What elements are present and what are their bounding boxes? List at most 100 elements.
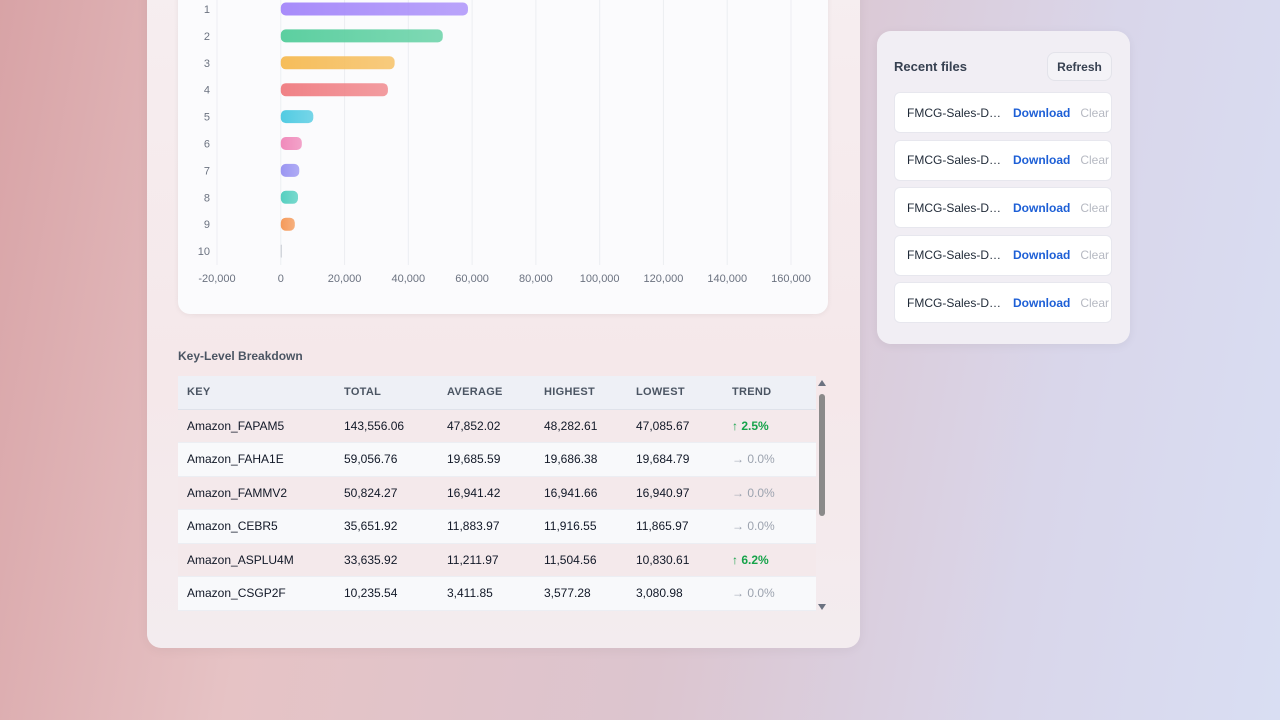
- clear-link[interactable]: Clear: [1080, 200, 1110, 215]
- clear-link[interactable]: Clear: [1080, 153, 1110, 168]
- cell-trend: → 0.0%: [723, 442, 816, 477]
- cell-average: 3,411.85: [438, 576, 535, 611]
- bar[interactable]: [280, 2, 468, 16]
- cell-trend: → 0.0%: [723, 576, 816, 611]
- cell-trend: ↑ 6.2%: [723, 543, 816, 577]
- file-item: FMCG-Sales-Dat... Download Clear: [894, 92, 1112, 133]
- bar[interactable]: [280, 29, 443, 43]
- bar[interactable]: [280, 137, 302, 150]
- x-tick-label: 100,000: [580, 273, 620, 285]
- clear-link[interactable]: Clear: [1080, 295, 1110, 310]
- cell-average: 47,852.02: [438, 409, 535, 443]
- cell-average: 16,941.42: [438, 476, 535, 510]
- clear-link[interactable]: Clear: [1080, 105, 1110, 120]
- download-link[interactable]: Download: [1013, 105, 1071, 120]
- cell-highest: 11,916.55: [535, 509, 627, 544]
- bar[interactable]: [280, 56, 395, 70]
- cell-trend: → 0.0%: [723, 509, 816, 544]
- column-header-trend[interactable]: TREND: [723, 376, 816, 410]
- bar[interactable]: [280, 83, 388, 97]
- cell-lowest: 10,830.61: [627, 543, 723, 577]
- bar[interactable]: [280, 110, 314, 124]
- cell-lowest: 19,684.79: [627, 442, 723, 477]
- cell-key: Amazon_FAMMV2: [178, 476, 335, 510]
- scroll-thumb[interactable]: [819, 394, 825, 516]
- cell-highest: 19,686.38: [535, 442, 627, 477]
- y-tick-label: 4: [204, 85, 210, 97]
- y-tick-label: 8: [204, 192, 210, 204]
- bar-chart-card: -20,000 0 20,000 40,000 60,000 80,000 100,000 1…: [178, 0, 828, 314]
- y-tick-label: 1: [204, 4, 210, 16]
- table-row[interactable]: Amazon_CEBR5 35,651.92 11,883.97 11,916.55 1…: [178, 509, 816, 544]
- table-scrollbar[interactable]: [816, 376, 828, 614]
- bar[interactable]: [280, 163, 300, 177]
- file-item: FMCG-Sales-Dat... Download Clear: [894, 234, 1112, 276]
- column-header-lowest[interactable]: LOWEST: [627, 376, 723, 410]
- x-tick-label: 80,000: [519, 273, 553, 285]
- clear-link[interactable]: Clear: [1080, 248, 1110, 263]
- cell-lowest: 47,085.67: [627, 409, 723, 443]
- file-name: FMCG-Sales-Dat...: [907, 200, 1005, 215]
- cell-lowest: 16,940.97: [627, 476, 723, 510]
- file-item: FMCG-Sales-Dat... Download Clear: [894, 187, 1112, 229]
- bar[interactable]: [280, 190, 298, 204]
- table-row[interactable]: Amazon_ASPLU4M 33,635.92 11,211.97 11,504.5…: [178, 543, 816, 577]
- x-tick-label: 120,000: [644, 273, 684, 285]
- file-item: FMCG-Sales-Dat... Download Clear: [894, 139, 1112, 181]
- x-tick-label: -20,000: [198, 273, 235, 285]
- cell-highest: 3,577.28: [535, 576, 627, 611]
- cell-total: 143,556.06: [335, 409, 438, 443]
- cell-total: 59,056.76: [335, 442, 438, 477]
- cell-highest: 16,941.66: [535, 476, 627, 510]
- column-header-key[interactable]: KEY: [178, 376, 335, 410]
- download-link[interactable]: Download: [1013, 248, 1071, 263]
- cell-lowest: 3,080.98: [627, 576, 723, 611]
- bar[interactable]: [280, 244, 282, 258]
- cell-average: 19,685.59: [438, 442, 535, 477]
- y-tick-label: 3: [204, 58, 210, 70]
- column-header-average[interactable]: AVERAGE: [438, 376, 535, 410]
- refresh-button[interactable]: Refresh: [1047, 52, 1112, 81]
- cell-highest: 11,504.56: [535, 543, 627, 577]
- breakdown-table-container[interactable]: KEY TOTAL AVERAGE HIGHEST LOWEST TREND A…: [178, 376, 828, 614]
- cell-trend: → 0.0%: [723, 476, 816, 510]
- cell-highest: 48,282.61: [535, 409, 627, 443]
- table-row[interactable]: Amazon_FAPAM5 143,556.06 47,852.02 48,282.6…: [178, 409, 816, 443]
- breakdown-table: KEY TOTAL AVERAGE HIGHEST LOWEST TREND A…: [178, 376, 816, 611]
- cell-key: Amazon_ASPLU4M: [178, 543, 335, 577]
- x-tick-label: 0: [278, 273, 284, 285]
- download-link[interactable]: Download: [1013, 295, 1071, 310]
- column-header-highest[interactable]: HIGHEST: [535, 376, 627, 410]
- scroll-up-arrow-icon[interactable]: [818, 380, 826, 386]
- cell-key: Amazon_FAPAM5: [178, 409, 335, 443]
- cell-total: 35,651.92: [335, 509, 438, 544]
- download-link[interactable]: Download: [1013, 200, 1071, 215]
- scroll-down-arrow-icon[interactable]: [818, 604, 826, 610]
- x-tick-label: 140,000: [707, 273, 747, 285]
- cell-key: Amazon_FAHA1E: [178, 442, 335, 477]
- table-row[interactable]: Amazon_FAHA1E 59,056.76 19,685.59 19,686.38…: [178, 442, 816, 477]
- cell-trend: ↑ 2.5%: [723, 409, 816, 443]
- y-tick-label: 2: [204, 31, 210, 43]
- bar-chart: -20,000 0 20,000 40,000 60,000 80,000 100,000 1…: [198, 0, 811, 285]
- breakdown-title: Key-Level Breakdown: [178, 349, 303, 363]
- x-tick-label: 40,000: [392, 273, 426, 285]
- cell-key: Amazon_CSGP2F: [178, 576, 335, 611]
- table-row[interactable]: Amazon_FAMMV2 50,824.27 16,941.42 16,941.66…: [178, 476, 816, 510]
- file-name: FMCG-Sales-Dat...: [907, 153, 1005, 168]
- y-tick-label: 5: [204, 112, 210, 124]
- file-name: FMCG-Sales-Dat...: [907, 105, 1005, 120]
- x-tick-label: 160,000: [771, 273, 811, 285]
- download-link[interactable]: Download: [1013, 153, 1071, 168]
- table-row[interactable]: Amazon_CSGP2F 10,235.54 3,411.85 3,577.28 3,…: [178, 576, 816, 611]
- cell-key: Amazon_CEBR5: [178, 509, 335, 544]
- x-tick-label: 20,000: [328, 273, 362, 285]
- bar[interactable]: [280, 217, 295, 231]
- file-name: FMCG-Sales-Dat...: [907, 295, 1005, 310]
- file-name: FMCG-Sales-Dat...: [907, 248, 1005, 263]
- y-tick-label: 9: [204, 219, 210, 231]
- cell-average: 11,883.97: [438, 509, 535, 544]
- x-tick-label: 60,000: [455, 273, 489, 285]
- table-header-row: KEY TOTAL AVERAGE HIGHEST LOWEST TREND: [178, 376, 816, 410]
- column-header-total[interactable]: TOTAL: [335, 376, 438, 410]
